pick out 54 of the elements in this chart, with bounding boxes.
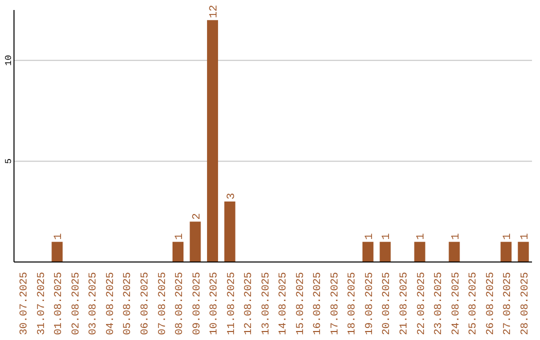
x-tick-label: 18.08.2025 [346,272,359,336]
data-label: 1 [174,232,186,240]
x-tick-label: 28.08.2025 [519,272,532,336]
data-label: 2 [191,213,204,220]
x-tick-label: 30.07.2025 [18,272,31,336]
bar [380,242,391,262]
bar [52,242,63,262]
x-tick-label: 02.08.2025 [70,272,82,336]
data-label: 12 [208,4,221,18]
x-tick-label: 26.08.2025 [484,272,497,336]
x-tick-label: 10.08.2025 [208,272,221,336]
y-tick-label: 5 [4,158,14,164]
bar [518,242,529,262]
x-tick-label: 04.08.2025 [104,272,117,336]
x-tick-label: 12.08.2025 [243,272,256,336]
x-tick-label: 01.08.2025 [53,272,66,336]
data-label: 3 [226,192,238,200]
bar [414,242,426,262]
x-tick-label: 31.07.2025 [36,272,48,336]
data-label: 1 [381,232,394,240]
data-label: 1 [53,232,66,240]
x-tick-label: 23.08.2025 [433,272,446,336]
x-tick-label: 07.08.2025 [156,272,169,336]
x-tick-label: 27.08.2025 [502,272,514,336]
x-tick-label: 03.08.2025 [88,272,100,336]
x-tick-label: 24.08.2025 [450,272,462,336]
x-tick-label: 05.08.2025 [122,272,134,336]
x-tick-label: 25.08.2025 [468,272,480,336]
x-tick-label: 15.08.2025 [294,272,307,336]
bar [207,20,218,262]
x-tick-label: 06.08.2025 [140,272,152,336]
bar [500,242,512,262]
data-label: 1 [416,232,428,240]
x-tick-label: 08.08.2025 [174,272,186,336]
x-tick-label: 19.08.2025 [364,272,376,336]
data-label: 1 [519,232,532,240]
data-label: 1 [364,232,376,240]
x-tick-label: 13.08.2025 [260,272,272,336]
x-tick-label: 09.08.2025 [191,272,204,336]
bar [448,242,460,262]
x-tick-label: 16.08.2025 [312,272,324,336]
x-tick-label: 21.08.2025 [398,272,410,336]
x-tick-label: 22.08.2025 [416,272,428,336]
bar [172,242,184,262]
y-tick-label: 10 [4,54,14,66]
bar [224,202,236,262]
bar [190,222,201,262]
x-tick-label: 17.08.2025 [329,272,342,336]
x-tick-label: 20.08.2025 [381,272,394,336]
x-tick-label: 14.08.2025 [278,272,290,336]
bar [362,242,374,262]
x-tick-label: 11.08.2025 [226,272,238,336]
data-label: 1 [450,232,462,240]
data-label: 1 [502,232,514,240]
